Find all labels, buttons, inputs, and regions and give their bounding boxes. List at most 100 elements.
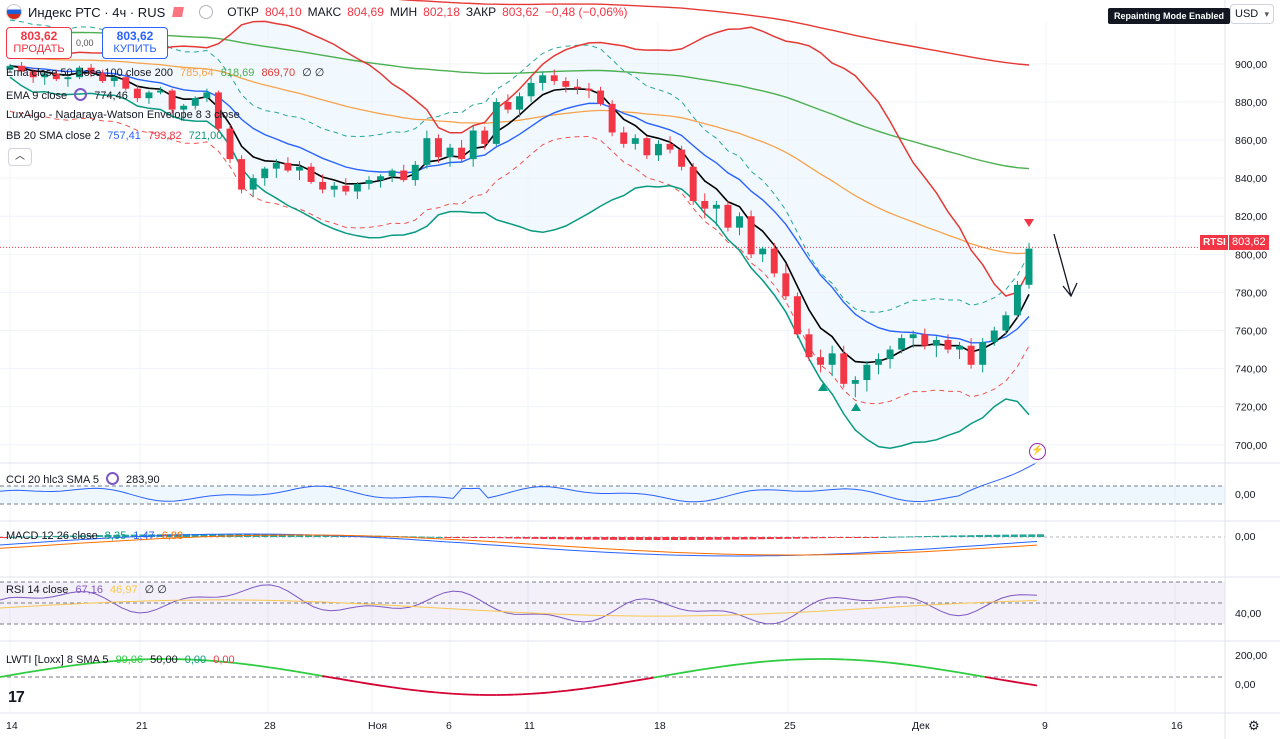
bb-label: BB 20 SMA close 2	[6, 130, 101, 142]
candle-body	[562, 81, 570, 87]
lwti-segment	[444, 692, 454, 695]
lwti-segment	[583, 686, 593, 690]
macd-histogram-bar	[688, 537, 696, 540]
rsi-v1: 67,16	[75, 584, 103, 596]
macd-histogram-bar	[444, 537, 452, 538]
buy-button[interactable]: 803,62 КУПИТЬ	[102, 27, 168, 59]
macd-histogram-bar	[810, 537, 818, 539]
candles-layer	[6, 61, 1034, 411]
legend-macd[interactable]: MACD 12 26 close 8,35 1,47 6,88	[6, 530, 187, 542]
ema9-value: 774,46	[94, 90, 128, 102]
macd-histogram-bar	[636, 537, 644, 540]
macd-histogram-bar	[566, 537, 574, 540]
ema-100-line	[9, 30, 1030, 170]
macd-tick: 0,00	[1235, 531, 1256, 543]
macd-histogram-bar	[618, 537, 626, 540]
lwti-segment	[949, 670, 959, 674]
lwti-label: LWTI [Loxx] 8 SMA 5	[6, 654, 109, 666]
macd-histogram-bar	[976, 535, 983, 537]
candle-body	[319, 181, 327, 190]
candle-body	[956, 345, 963, 350]
lwti-segment	[17, 671, 27, 675]
candle-body	[400, 170, 408, 181]
collapse-legend-button[interactable]: ︿	[8, 148, 32, 166]
close-label: ЗАКР	[465, 5, 497, 19]
macd-histogram-bar	[1002, 534, 1010, 537]
sell-price: 803,62	[20, 29, 58, 43]
currency-select[interactable]: USD	[1230, 4, 1274, 24]
macd-histogram-bar	[409, 536, 417, 538]
legend-nw[interactable]: LuxAlgo - Nadaraya-Watson Envelope 8 3 c…	[6, 109, 244, 121]
y-tick-label: 900,00	[1235, 59, 1267, 71]
macd-line	[0, 533, 1038, 557]
macd-histogram-bar	[766, 537, 774, 540]
macd-histogram-bar	[26, 536, 34, 538]
buy-signal-marker	[818, 383, 828, 391]
candle-body	[330, 185, 338, 190]
macd-histogram-bar	[714, 537, 722, 540]
candle-body	[423, 138, 431, 165]
lwti-segment	[941, 668, 950, 672]
macd-histogram-bar	[287, 534, 295, 537]
macd-histogram-bar	[575, 537, 583, 540]
lwti-v2: 50,00	[150, 654, 178, 666]
lwti-segment	[418, 689, 428, 693]
macd-histogram-bar	[862, 537, 870, 538]
macd-histogram-bar	[1037, 534, 1044, 537]
legend-bb[interactable]: BB 20 SMA close 2 757,41 793,82 721,00	[6, 130, 226, 142]
close-value: 803,62	[502, 5, 539, 19]
legend-ema-multi[interactable]: Ema close 50 close 100 close 200 785,64 …	[6, 66, 328, 79]
macd-histogram-bar	[888, 536, 896, 538]
lwti-segment	[104, 660, 114, 663]
macd-histogram-bar	[514, 537, 522, 539]
candle-body	[434, 138, 442, 158]
y-tick-label: 740,00	[1235, 364, 1267, 376]
y-tick-label: 780,00	[1235, 287, 1267, 299]
macd-histogram-bar	[183, 534, 190, 537]
x-tick-label: 28	[264, 720, 276, 732]
cci-line	[0, 461, 1038, 503]
lwti-segment	[914, 664, 924, 668]
ema-50-line	[9, 57, 1030, 255]
candle-body	[469, 130, 477, 160]
open-label: ОТКР	[227, 5, 259, 19]
legend-lwti[interactable]: LWTI [Loxx] 8 SMA 5 99,06 50,00 0,00 0,0…	[6, 654, 239, 666]
lwti-segment	[278, 667, 288, 672]
macd-histogram-bar	[34, 536, 42, 538]
candle-body	[620, 132, 628, 144]
alert-bolt-icon[interactable]: ⚡	[1029, 443, 1046, 460]
lwti-segment	[0, 674, 9, 678]
ema-multi-v3: 869,70	[261, 67, 296, 79]
tradingview-logo[interactable]: 17	[8, 689, 25, 706]
lwti-segment	[52, 666, 62, 670]
sell-button[interactable]: 803,62 ПРОДАТЬ	[6, 27, 72, 59]
x-tick-label: 11	[524, 720, 535, 732]
candle-body	[168, 90, 176, 110]
macd-histogram-bar	[906, 536, 914, 538]
candle-body	[793, 296, 801, 335]
legend-cci[interactable]: CCI 20 hlc3 SMA 5 283,90	[6, 472, 164, 486]
candle-body	[307, 166, 315, 182]
macd-histogram-bar	[8, 536, 16, 538]
candle-body	[296, 166, 303, 171]
lwti-segment	[60, 664, 70, 668]
macd-histogram-bar	[130, 534, 138, 537]
candle-body	[411, 164, 419, 181]
candle-body	[492, 101, 500, 144]
y-tick-label: 720,00	[1235, 402, 1267, 414]
legend-ema9[interactable]: EMA 9 close 774,46	[6, 88, 132, 102]
legend-rsi[interactable]: RSI 14 close 67,16 46,97 ∅ ∅	[6, 583, 171, 596]
lwti-segment	[923, 666, 933, 670]
visibility-icon[interactable]	[199, 5, 214, 19]
lwti-segment	[8, 673, 18, 677]
macd-histogram-bar	[993, 534, 1001, 537]
symbol-title[interactable]: Индекс РТС · 4ч · RUS	[28, 4, 166, 20]
macd-histogram-bar	[601, 537, 609, 540]
candle-body	[110, 77, 118, 82]
price-ticker-label: RTSI	[1200, 235, 1229, 250]
candle-body	[782, 273, 790, 297]
macd-histogram-bar	[949, 535, 957, 537]
gear-icon[interactable]: ⚙	[1248, 718, 1260, 733]
macd-histogram-bar	[627, 537, 635, 540]
